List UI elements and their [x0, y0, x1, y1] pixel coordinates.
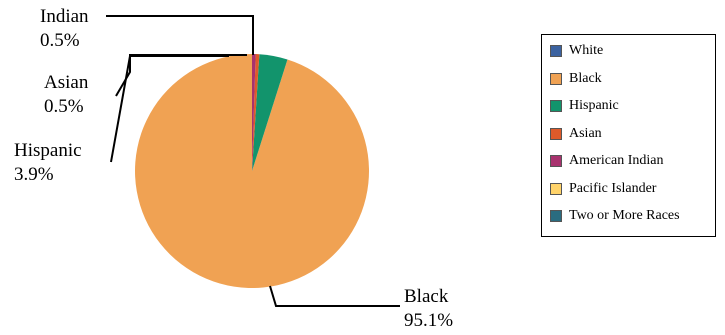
legend-swatch-american-indian [550, 155, 562, 167]
leader-line-black [269, 285, 400, 307]
pie-slice-black [135, 54, 370, 289]
pie-slice-hispanic [252, 54, 288, 172]
callout-value-black: 95.1% [404, 310, 453, 331]
pie-slice-american-indian [252, 54, 256, 171]
legend-item-two-or-more-races: Two or More Races [550, 205, 680, 227]
legend-item-pacific-islander: Pacific Islander [550, 178, 656, 200]
callout-label-hispanic: Hispanic [14, 140, 82, 161]
pie-slice-asian [252, 54, 260, 172]
callout-value-asian: 0.5% [44, 96, 84, 117]
legend-label-asian: Asian [569, 125, 602, 141]
callout-value-american-indian: 0.5% [40, 30, 80, 51]
legend-swatch-two-or-more-races [550, 210, 562, 222]
legend-label-white: White [569, 43, 604, 58]
callout-value-hispanic: 3.9% [14, 164, 54, 185]
legend-item-black: Black [550, 68, 602, 90]
legend-label-pacific-islander: Pacific Islander [569, 180, 657, 196]
legend-swatch-black [550, 72, 562, 85]
leader-line-american-indian [106, 15, 254, 55]
legend-label-black: Black [569, 70, 602, 86]
legend-label-american-indian: American Indian [569, 153, 664, 168]
legend-item-asian: Asian [550, 123, 602, 145]
legend-swatch-pacific-islander [550, 182, 562, 195]
legend-item-american-indian: American Indian [550, 150, 663, 172]
legend-swatch-white [550, 45, 562, 57]
callout-label-american-indian: Indian [40, 6, 89, 27]
legend-label-two-or-more-races: Two or More Races [569, 208, 680, 223]
legend-item-hispanic: Hispanic [550, 95, 619, 117]
legend-item-white: White [550, 40, 603, 62]
legend-swatch-asian [550, 127, 562, 140]
legend-swatch-hispanic [550, 100, 562, 112]
legend-label-hispanic: Hispanic [569, 98, 619, 113]
leader-line-hispanic [110, 55, 229, 163]
legend: White Black Hispanic Asian American Indian Pa… [541, 34, 716, 237]
callout-label-black: Black [404, 286, 449, 307]
callout-label-asian: Asian [44, 72, 89, 93]
